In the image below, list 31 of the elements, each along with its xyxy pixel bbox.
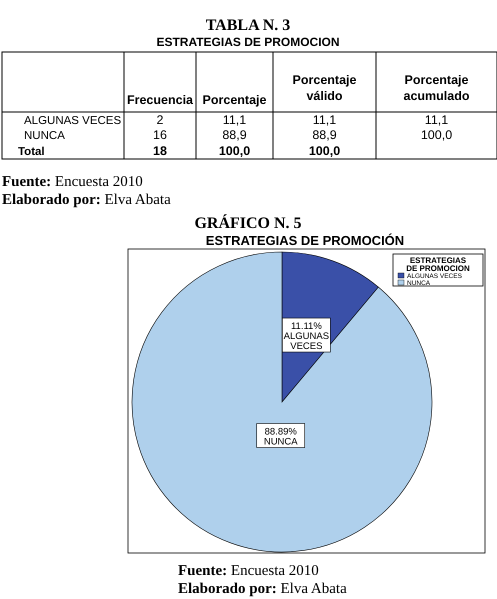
- source-note: Fuente: Encuesta 2010: [2, 174, 143, 190]
- text: Porcentaje válido: [292, 73, 357, 103]
- text: 100,0: [420, 128, 452, 142]
- text: TABLA N. 3: [206, 17, 290, 34]
- text: Porcentaje: [202, 93, 267, 107]
- text: Total: [18, 146, 45, 158]
- slice-label: NUNCA: [264, 436, 298, 448]
- text: Frecuencia: [126, 93, 194, 107]
- text: ALGUNAS VECES: [24, 115, 122, 127]
- text: 2: [156, 113, 164, 127]
- slice-label: ALGUNAS VECES: [284, 331, 330, 352]
- text: 11,1: [424, 113, 448, 127]
- data-label: 88.89%: [264, 426, 298, 438]
- source-note: Fuente: Encuesta 2010: [178, 563, 319, 579]
- text: Porcentaje acumulado: [404, 73, 470, 103]
- text: 100,0: [308, 144, 340, 158]
- text: 11,1: [312, 113, 336, 127]
- data-label: 11.11%: [290, 321, 322, 332]
- text: 18: [153, 144, 167, 158]
- text: Elaborado por: Elva Abata: [178, 581, 348, 597]
- text: 100,0: [218, 144, 250, 158]
- chart-subtitle: ESTRATEGIAS DE PROMOCIÓN: [206, 233, 404, 248]
- text: 88,9: [222, 128, 247, 142]
- text: 11,1: [222, 113, 246, 127]
- text: ESTRATEGIAS DE PROMOCION: [156, 35, 340, 49]
- text: 88,9: [312, 128, 337, 142]
- text: NUNCA: [24, 130, 66, 142]
- text: Elaborado por: Elva Abata: [2, 192, 172, 208]
- chart-title: GRÁFICO N. 5: [194, 214, 302, 232]
- legend-title: ESTRATEGIAS DE PROMOCION: [406, 256, 470, 273]
- text: 16: [153, 128, 167, 142]
